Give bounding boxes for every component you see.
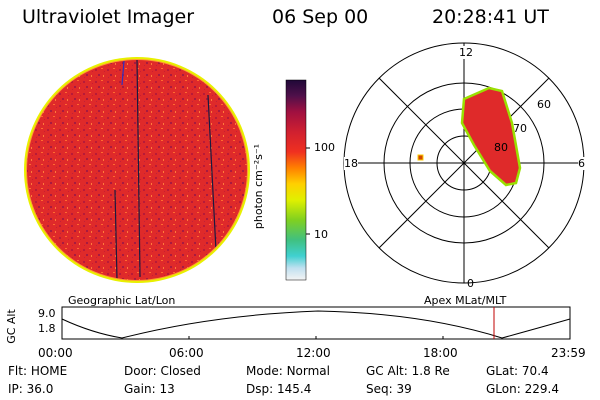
info-gain: Gain: 13	[124, 382, 175, 396]
info-gc-alt: GC Alt: 1.8 Re	[366, 364, 450, 378]
disk-body	[27, 60, 247, 280]
polar-axis-diagonal	[378, 77, 550, 249]
colorbar-tick-10: 10	[314, 228, 328, 241]
orbit-trace-line	[207, 94, 217, 252]
earth-disk-image	[24, 57, 250, 283]
orbit-trace-line	[114, 189, 118, 280]
info-glat: GLat: 70.4	[486, 364, 549, 378]
x-tick-0600: 06:00	[169, 346, 204, 360]
x-tick-0000: 00:00	[38, 346, 73, 360]
mlat-label-70: 70	[513, 122, 527, 135]
geographic-label: Geographic Lat/Lon	[68, 294, 176, 307]
polar-plot	[343, 42, 585, 284]
mlat-label-60: 60	[537, 98, 551, 111]
altitude-curve	[61, 310, 571, 339]
observation-date: 06 Sep 00	[272, 6, 369, 28]
info-ip: IP: 36.0	[8, 382, 54, 396]
info-glon: GLon: 229.4	[486, 382, 559, 396]
x-tick-2359: 23:59	[551, 346, 586, 360]
mlat-label-80: 80	[494, 141, 508, 154]
mlt-label-6: 6	[578, 157, 585, 170]
gc-alt-axis-label: GC Alt	[4, 309, 18, 344]
info-door: Door: Closed	[124, 364, 201, 378]
observation-time: 20:28:41 UT	[432, 6, 549, 28]
footprint-spot-marker	[417, 154, 424, 161]
colorbar-tick-100: 100	[314, 141, 335, 154]
mlt-label-0: 0	[467, 277, 474, 290]
info-mode: Mode: Normal	[246, 364, 330, 378]
info-dsp: Dsp: 145.4	[246, 382, 312, 396]
x-tick-1200: 12:00	[296, 346, 331, 360]
altitude-timeline	[61, 306, 571, 340]
instrument-title: Ultraviolet Imager	[22, 6, 195, 28]
colorbar-fill	[285, 79, 307, 281]
apex-label: Apex MLat/MLT	[424, 294, 507, 307]
orbit-trace-line	[121, 60, 125, 86]
info-seq: Seq: 39	[366, 382, 412, 396]
x-tick-1800: 18:00	[423, 346, 458, 360]
colorbar-unit-label: photon cm⁻²s⁻¹	[252, 143, 266, 230]
orbit-trace-line	[136, 60, 141, 278]
y-tick-1-8: 1.8	[38, 322, 56, 335]
info-flt: Flt: HOME	[8, 364, 68, 378]
y-tick-9: 9.0	[38, 307, 56, 320]
intensity-colorbar	[285, 79, 310, 281]
auroral-footprint	[460, 86, 522, 187]
mlt-label-12: 12	[459, 46, 473, 59]
mlt-label-18: 18	[344, 157, 358, 170]
